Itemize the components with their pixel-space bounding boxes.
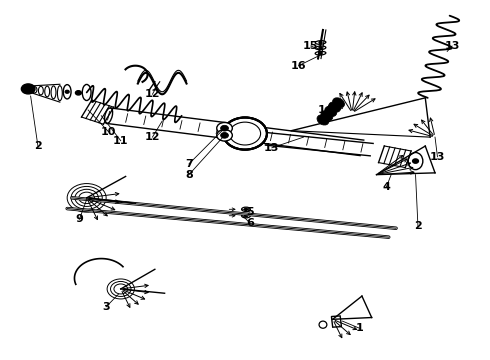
Ellipse shape: [321, 111, 333, 121]
Text: 6: 6: [246, 218, 254, 228]
Circle shape: [217, 122, 232, 134]
Circle shape: [413, 159, 418, 163]
Text: 12: 12: [145, 132, 160, 142]
Text: 13: 13: [264, 143, 279, 153]
Text: 1: 1: [356, 323, 364, 333]
Circle shape: [75, 91, 81, 95]
Text: 14: 14: [318, 105, 333, 115]
Text: 8: 8: [185, 170, 193, 180]
Text: 13: 13: [430, 152, 445, 162]
Circle shape: [65, 90, 69, 93]
Ellipse shape: [317, 115, 329, 125]
Circle shape: [245, 215, 247, 217]
Text: 11: 11: [113, 136, 128, 146]
Text: 4: 4: [382, 182, 390, 192]
Circle shape: [220, 125, 228, 131]
Text: 5: 5: [246, 207, 254, 217]
Circle shape: [217, 130, 232, 141]
Text: 2: 2: [414, 221, 422, 231]
Circle shape: [22, 84, 35, 94]
Circle shape: [220, 132, 228, 138]
Text: 10: 10: [101, 127, 116, 137]
Text: 9: 9: [75, 214, 83, 224]
Circle shape: [223, 117, 267, 150]
Text: 15: 15: [303, 41, 318, 51]
Ellipse shape: [325, 106, 337, 116]
Circle shape: [245, 208, 247, 210]
Circle shape: [319, 52, 322, 54]
Text: 7: 7: [185, 159, 193, 169]
Bar: [331, 316, 342, 327]
Text: 13: 13: [444, 41, 460, 51]
Text: 3: 3: [102, 302, 110, 312]
Circle shape: [319, 41, 322, 44]
Text: 16: 16: [291, 61, 306, 71]
Ellipse shape: [329, 102, 341, 112]
Text: 2: 2: [34, 141, 42, 151]
Circle shape: [319, 47, 322, 49]
Ellipse shape: [333, 98, 344, 108]
Text: 12: 12: [145, 89, 160, 99]
